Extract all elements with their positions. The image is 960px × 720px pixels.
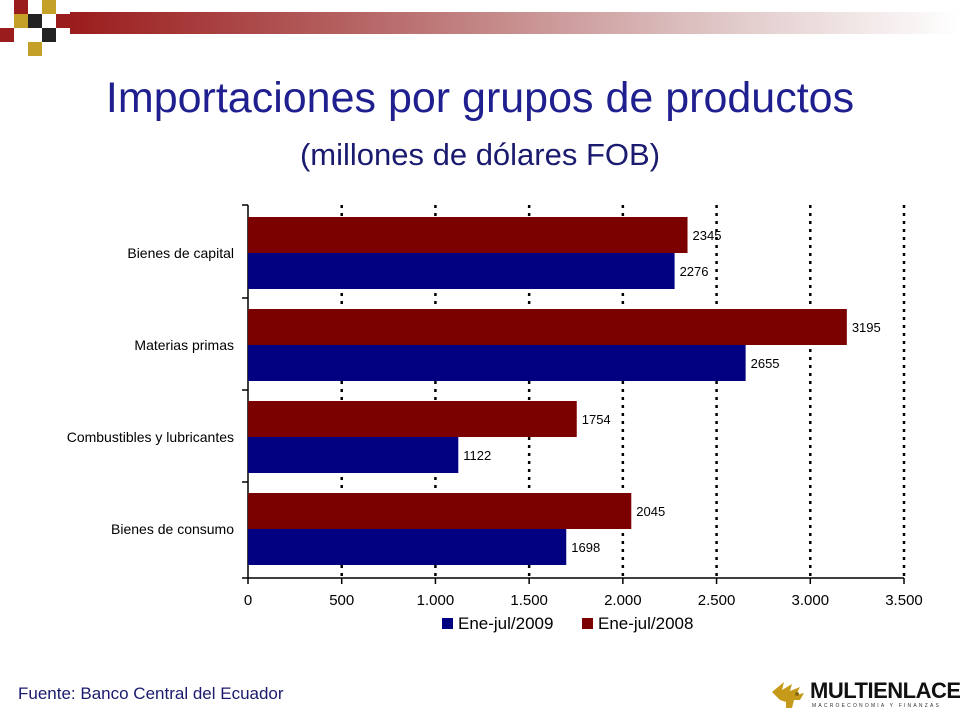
data-label: 2276: [680, 264, 709, 279]
bar: [248, 437, 459, 473]
category-label: Bienes de capital: [127, 245, 234, 261]
bar: [248, 529, 567, 565]
winged-lion-icon: [772, 682, 804, 708]
decor-square: [28, 14, 42, 28]
decor-square: [56, 14, 70, 28]
decor-square: [42, 0, 56, 14]
bar: [248, 401, 577, 437]
category-label: Bienes de consumo: [111, 521, 234, 537]
legend-swatch: [582, 618, 593, 629]
x-tick-label: 1.500: [510, 592, 548, 609]
data-label: 2655: [751, 356, 780, 371]
logo-tagline: MACROECONOMIA Y FINANZAS: [812, 703, 942, 709]
bar: [248, 309, 847, 345]
data-label: 2345: [693, 228, 722, 243]
brand-logo: MULTIENLACE MACROECONOMIA Y FINANZAS: [770, 676, 960, 716]
bar: [248, 345, 746, 381]
x-tick-label: 3.500: [885, 592, 923, 609]
x-tick-label: 0: [244, 592, 252, 609]
category-label: Materias primas: [134, 337, 234, 353]
bar: [248, 253, 675, 289]
legend-label: Ene-jul/2008: [598, 614, 693, 633]
header-decor-band: [70, 12, 960, 34]
data-label: 3195: [852, 320, 881, 335]
decor-square: [14, 0, 28, 14]
bar: [248, 493, 632, 529]
x-tick-label: 500: [329, 592, 354, 609]
decor-square: [0, 28, 14, 42]
x-tick-label: 2.000: [604, 592, 642, 609]
data-label: 1698: [571, 540, 600, 555]
data-label: 1754: [582, 412, 611, 427]
decor-square: [14, 14, 28, 28]
page-subtitle: (millones de dólares FOB): [299, 137, 661, 172]
x-tick-label: 2.500: [698, 592, 736, 609]
data-label: 2045: [636, 504, 665, 519]
page-title: Importaciones por grupos de productos: [105, 74, 855, 122]
category-label: Combustibles y lubricantes: [67, 429, 234, 445]
legend-swatch: [442, 618, 453, 629]
logo-name: MULTIENLACE: [810, 678, 960, 703]
data-label: 1122: [463, 448, 491, 463]
x-tick-label: 1.000: [417, 592, 455, 609]
x-tick-label: 3.000: [792, 592, 830, 609]
source-note: Fuente: Banco Central del Ecuador: [18, 684, 284, 703]
decor-square: [28, 42, 42, 56]
bar: [248, 217, 688, 253]
decor-square: [42, 28, 56, 42]
legend-label: Ene-jul/2009: [458, 614, 553, 633]
